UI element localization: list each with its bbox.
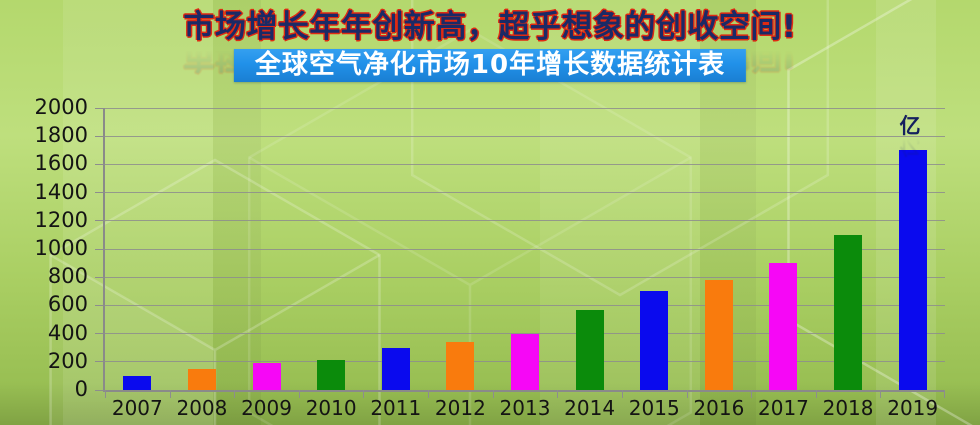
x-axis-label: 2018 — [822, 396, 874, 420]
y-axis-tick — [95, 135, 105, 137]
bar-2014 — [575, 309, 604, 390]
y-axis-label: 600 — [47, 292, 88, 317]
bar-2013 — [511, 333, 539, 390]
x-axis-label: 2016 — [693, 396, 745, 420]
bar-2015 — [640, 291, 669, 390]
y-axis-tick — [95, 389, 105, 391]
y-axis-label: 1200 — [34, 207, 88, 232]
y-axis-label: 1400 — [34, 179, 88, 204]
x-axis-label: 2019 — [887, 396, 939, 420]
x-axis-boundary-tick — [944, 390, 945, 398]
x-axis-label: 2015 — [628, 396, 680, 420]
plot-area: 2007 2008 2009 2010 2011 2012 2013 2014 2015 2016… — [95, 107, 945, 420]
x-axis-boundary-tick — [298, 390, 300, 398]
x-axis-label: 2008 — [176, 396, 228, 420]
y-axis-label: 400 — [47, 320, 88, 345]
bar-2010 — [317, 360, 346, 390]
y-axis-tick — [95, 333, 105, 335]
x-axis-boundary-tick — [621, 390, 623, 398]
y-axis-tick — [95, 248, 105, 250]
x-axis-label: 2014 — [564, 396, 616, 420]
bar-2008 — [187, 368, 216, 390]
x-axis-boundary-tick — [815, 390, 817, 398]
x-axis-boundary-tick — [686, 390, 688, 398]
bar-2017 — [769, 263, 798, 390]
chart-title-banner: 全球空气净化市场10年增长数据统计表 — [233, 49, 747, 82]
x-axis-boundary-tick — [105, 390, 106, 398]
y-axis-tick — [95, 107, 105, 109]
x-axis-label: 2011 — [370, 396, 422, 420]
x-axis-label: 2013 — [499, 396, 551, 420]
gridline — [105, 248, 945, 250]
y-axis-label: 200 — [47, 348, 88, 373]
bar-2018 — [834, 234, 863, 390]
bar-2007 — [123, 375, 152, 390]
y-axis-label: 1600 — [34, 151, 88, 176]
x-axis-label: 2017 — [758, 396, 809, 420]
x-axis-boundary-tick — [234, 390, 236, 398]
gridline — [105, 304, 945, 306]
x-axis-label: 2007 — [111, 396, 163, 420]
gridline — [105, 220, 945, 222]
unit-label: 亿 — [899, 114, 921, 138]
gridline — [105, 276, 945, 278]
unit-label-reflection: 亿 — [899, 134, 921, 158]
bar-2011 — [381, 347, 410, 390]
x-axis-boundary-tick — [557, 390, 559, 398]
y-axis-tick — [95, 220, 105, 222]
page-title: 市场增长年年创新高，超乎想象的创收空间! — [183, 9, 797, 45]
gridline — [105, 163, 945, 165]
x-axis-label: 2012 — [434, 396, 486, 420]
x-axis-boundary-tick — [880, 390, 882, 398]
y-axis-tick — [95, 361, 105, 363]
y-axis-labels: 0 200 400 600 800 1000 1200 1400 1600 1800 2000 — [0, 95, 88, 401]
y-axis-tick — [95, 276, 105, 278]
x-axis-boundary-tick — [363, 390, 365, 398]
x-axis-boundary-tick — [492, 390, 494, 398]
gridline — [105, 135, 945, 137]
y-axis-tick — [95, 304, 105, 306]
y-axis-tick — [95, 163, 105, 165]
y-axis-label: 2000 — [34, 95, 88, 120]
x-axis-boundary-tick — [428, 390, 430, 398]
bar-2012 — [446, 342, 475, 390]
x-axis-label: 2010 — [305, 396, 357, 420]
x-axis-label: 2009 — [241, 396, 292, 420]
y-axis-label: 1000 — [34, 236, 88, 261]
bar-2016 — [704, 280, 733, 390]
y-axis-label: 0 — [74, 377, 88, 402]
y-axis-label: 1800 — [34, 123, 88, 148]
y-axis-tick — [95, 192, 105, 194]
x-axis-boundary-tick — [169, 390, 171, 398]
y-axis-label: 800 — [47, 264, 88, 289]
bar-2009 — [252, 363, 281, 390]
gridline — [105, 107, 945, 109]
gridline — [105, 333, 945, 335]
x-axis-boundary-tick — [751, 390, 753, 398]
gridline — [105, 192, 945, 194]
bar-2019 — [898, 150, 927, 390]
